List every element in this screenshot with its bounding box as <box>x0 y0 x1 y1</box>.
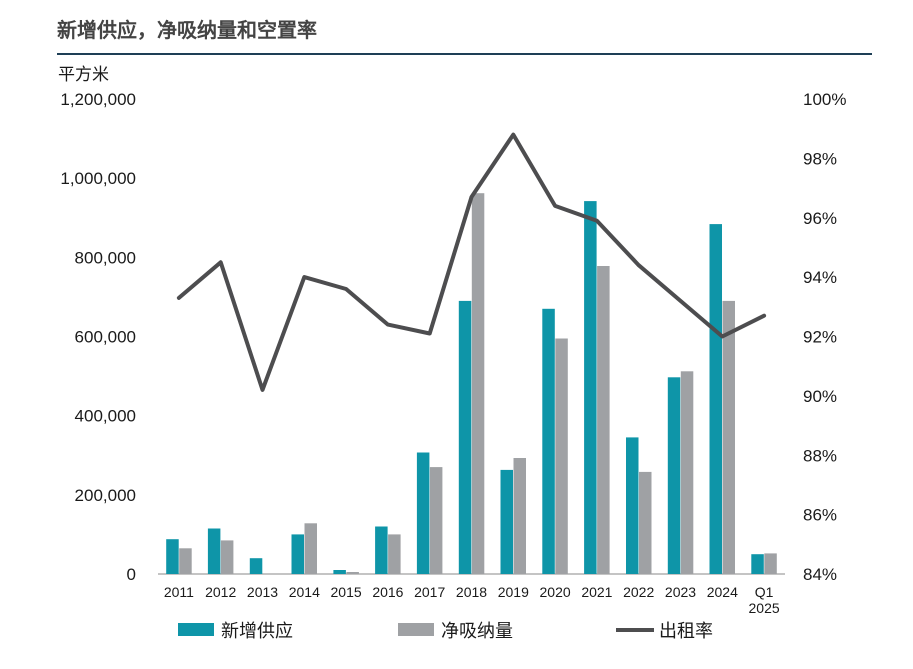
x-axis-ticks: 2011 2012 2013 2014 2015 2016 2017 2018 2019 2020… <box>164 584 780 616</box>
absorption-bar <box>471 193 485 574</box>
x-tick-label: 2015 <box>331 584 362 600</box>
y2-tick-label: 84% <box>803 565 837 584</box>
absorption-bar <box>346 572 359 574</box>
supply-bar <box>249 558 263 574</box>
supply-bar <box>416 452 430 574</box>
x-tick-label: 2014 <box>289 584 320 600</box>
supply-bar <box>626 437 639 574</box>
supply-bar <box>751 554 764 574</box>
y2-tick-label: 98% <box>803 149 837 168</box>
y-tick-label: 200,000 <box>75 486 136 505</box>
absorption-bar <box>722 300 735 574</box>
y-tick-label: 0 <box>127 565 136 584</box>
absorption-bar <box>429 467 443 574</box>
x-tick-label: 2012 <box>205 584 236 600</box>
absorption-bar <box>179 548 192 574</box>
legend: 新增供应 净吸纳量 出租率 <box>178 621 713 642</box>
supply-bar <box>584 201 597 574</box>
y2-tick-label: 92% <box>803 328 837 347</box>
y-tick-label: 1,000,000 <box>60 169 136 188</box>
occupancy-line <box>176 132 767 392</box>
supply-bar <box>667 377 681 574</box>
x-tick-label: 2022 <box>623 584 654 600</box>
y2-tick-label: 100% <box>803 90 846 109</box>
supply-bar <box>375 526 388 574</box>
absorption-bar <box>388 534 401 574</box>
absorption-bar <box>304 523 317 574</box>
x-tick-label: 2020 <box>540 584 571 600</box>
supply-bar <box>542 308 555 574</box>
y-tick-label: 400,000 <box>75 407 136 426</box>
y2-tick-label: 94% <box>803 268 837 287</box>
x-tick-label: 2024 <box>707 584 738 600</box>
x-tick-label: 2019 <box>498 584 529 600</box>
y-tick-label: 1,200,000 <box>60 90 136 109</box>
x-tick-label: 2018 <box>456 584 487 600</box>
absorption-bar <box>597 266 610 574</box>
supply-bar <box>500 469 513 574</box>
y-tick-label: 600,000 <box>75 328 136 347</box>
left-axis-ticks: 1,200,000 1,000,000 800,000 600,000 400,000 2… <box>60 90 136 584</box>
absorption-bar <box>220 540 234 574</box>
bar-marks <box>166 193 777 574</box>
supply-bar <box>333 570 346 574</box>
legend-label: 出租率 <box>659 621 713 642</box>
supply-bar <box>166 539 179 574</box>
supply-bar <box>291 534 304 574</box>
x-tick-label: 2017 <box>414 584 445 600</box>
chart-title: 新增供应，净吸纳量和空置率 <box>57 18 317 42</box>
supply-bar <box>458 300 472 574</box>
y2-tick-label: 86% <box>803 506 837 525</box>
x-tick-label: 2016 <box>372 584 403 600</box>
absorption-bar <box>680 371 694 574</box>
absorption-bar <box>513 458 526 574</box>
legend-absorption-swatch <box>398 623 434 636</box>
x-tick-label: 2011 <box>164 584 194 600</box>
y2-tick-label: 96% <box>803 209 837 228</box>
y2-tick-label: 88% <box>803 446 837 465</box>
title-divider <box>57 53 872 55</box>
absorption-bar <box>555 338 568 574</box>
legend-label: 新增供应 <box>221 621 293 642</box>
absorption-bar <box>639 471 652 574</box>
right-axis-ticks: 100% 98% 96% 94% 92% 90% 88% 86% 84% <box>803 90 846 584</box>
y-axis-label: 平方米 <box>58 65 109 85</box>
x-tick-label: 2013 <box>247 584 278 600</box>
y-tick-label: 800,000 <box>75 248 136 267</box>
supply-bar <box>709 224 722 574</box>
y2-tick-label: 90% <box>803 387 837 406</box>
line-marks <box>176 132 767 392</box>
x-tick-label: 2021 <box>581 584 612 600</box>
x-tick-label: 2023 <box>665 584 696 600</box>
supply-bar <box>207 528 221 574</box>
legend-label: 净吸纳量 <box>441 621 513 642</box>
legend-supply-swatch <box>178 623 214 636</box>
x-tick-label: Q1 2025 <box>749 584 780 616</box>
absorption-bar <box>764 553 777 574</box>
